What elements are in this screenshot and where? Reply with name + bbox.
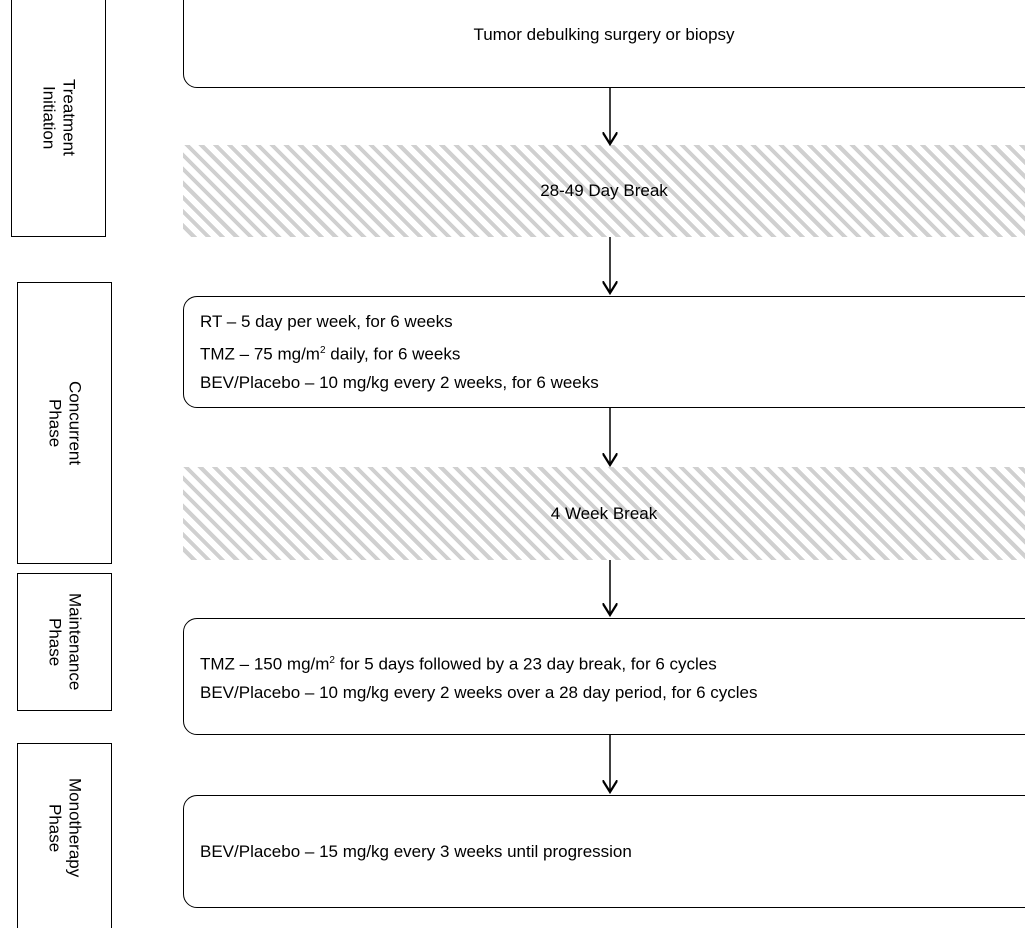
break-band: 28-49 Day Break <box>183 145 1025 237</box>
step-box: Tumor debulking surgery or biopsy <box>183 0 1025 88</box>
phase-line: Treatment <box>59 79 79 156</box>
superscript: 2 <box>319 344 326 356</box>
step-text: RT – 5 day per week, for 6 weeks <box>200 311 453 331</box>
step-text: for 5 days followed by a 23 day break, f… <box>334 654 717 674</box>
step-line: BEV/Placebo – 10 mg/kg every 2 weeks, fo… <box>200 368 599 397</box>
step-text: TMZ – 75 mg/m <box>200 344 320 364</box>
phase-line: Phase <box>45 398 65 448</box>
step-line: TMZ – 150 mg/m2 for 5 days followed by a… <box>200 646 758 679</box>
step-lines: RT – 5 day per week, for 6 weeks TMZ – 75… <box>200 297 599 407</box>
step-lines: TMZ – 150 mg/m2 for 5 days followed by a… <box>200 619 758 734</box>
step-text: BEV/Placebo – 15 mg/kg every 3 weeks unt… <box>200 842 632 861</box>
phase-label: Treatment Initiation <box>39 79 79 156</box>
phase-line: Phase <box>45 803 65 853</box>
phase-label: Maintenance Phase <box>45 593 85 690</box>
phase-line: Phase <box>45 617 65 667</box>
phase-box: Maintenance Phase <box>17 573 112 711</box>
step-line: RT – 5 day per week, for 6 weeks <box>200 307 599 336</box>
step-text: BEV/Placebo – 10 mg/kg every 2 weeks ove… <box>200 683 758 703</box>
step-box: BEV/Placebo – 15 mg/kg every 3 weeks unt… <box>183 795 1025 908</box>
break-text: 28-49 Day Break <box>540 181 668 200</box>
phase-line: Maintenance <box>65 593 85 691</box>
phase-box: Treatment Initiation <box>11 0 106 237</box>
phase-line: Concurrent <box>65 380 85 466</box>
step-line: BEV/Placebo – 10 mg/kg every 2 weeks ove… <box>200 678 758 707</box>
phase-label: Concurrent Phase <box>45 381 85 465</box>
step-box: TMZ – 150 mg/m2 for 5 days followed by a… <box>183 618 1025 735</box>
phase-box: Monotherapy Phase <box>17 743 112 928</box>
phase-line: Monotherapy <box>65 778 85 878</box>
step-text: Tumor debulking surgery or biopsy <box>473 25 735 44</box>
break-text: 4 Week Break <box>550 503 658 523</box>
step-line: TMZ – 75 mg/m2 daily, for 6 weeks <box>200 336 599 369</box>
phase-box: Concurrent Phase <box>17 282 112 564</box>
break-band: 4 Week Break <box>183 467 1025 560</box>
phase-line: Initiation <box>39 85 59 150</box>
step-text: TMZ – 150 mg/m <box>200 654 330 674</box>
phase-label: Monotherapy Phase <box>45 778 85 877</box>
step-box: RT – 5 day per week, for 6 weeks TMZ – 75… <box>183 296 1025 408</box>
superscript: 2 <box>329 654 335 666</box>
step-lines: BEV/Placebo – 15 mg/kg every 3 weeks unt… <box>200 796 632 907</box>
step-text: daily, for 6 weeks <box>325 344 461 364</box>
step-text: BEV/Placebo – 10 mg/kg every 2 weeks, fo… <box>200 373 599 393</box>
